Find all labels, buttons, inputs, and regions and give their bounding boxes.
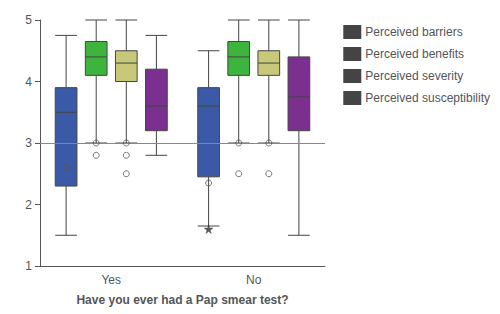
svg-text:Have you ever had a Pap smear: Have you ever had a Pap smear test? bbox=[76, 293, 288, 307]
svg-text:Perceived barriers: Perceived barriers bbox=[365, 25, 462, 39]
svg-text:2: 2 bbox=[25, 198, 32, 212]
svg-text:5: 5 bbox=[25, 13, 32, 27]
svg-text:Yes: Yes bbox=[101, 273, 121, 287]
svg-text:Perceived benefits: Perceived benefits bbox=[365, 47, 464, 61]
svg-text:No: No bbox=[246, 273, 262, 287]
svg-text:1: 1 bbox=[25, 259, 32, 273]
svg-text:3: 3 bbox=[25, 136, 32, 150]
svg-text:Perceived severity: Perceived severity bbox=[365, 69, 463, 83]
svg-text:Perceived susceptibility: Perceived susceptibility bbox=[365, 91, 490, 105]
svg-text:4: 4 bbox=[25, 75, 32, 89]
